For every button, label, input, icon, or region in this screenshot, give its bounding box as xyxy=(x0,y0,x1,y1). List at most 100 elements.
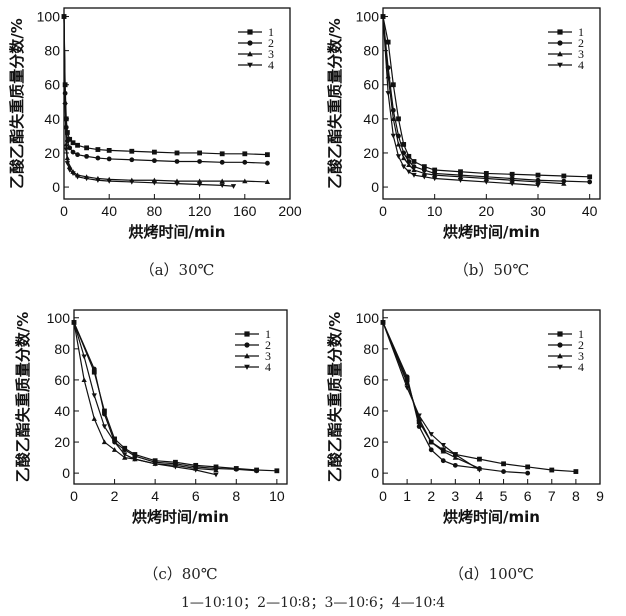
data-point-series-4 xyxy=(83,176,90,182)
data-point-series-1 xyxy=(411,159,417,164)
data-point-series-3 xyxy=(390,116,396,121)
legend-label-3: 3 xyxy=(268,47,274,61)
y-axis-label: 乙酸乙酯失重质量分数/% xyxy=(14,312,32,483)
data-point-series-1 xyxy=(525,464,531,470)
data-point-series-2 xyxy=(75,152,80,158)
y-tick-label: 0 xyxy=(52,179,60,195)
legend-label-2: 2 xyxy=(268,36,274,50)
series-line-4 xyxy=(73,322,217,476)
data-point-series-2 xyxy=(233,466,239,472)
legend-label-3: 3 xyxy=(578,47,584,61)
data-point-series-4 xyxy=(380,320,386,326)
figure-footnote: 1—10∶10；2—10∶8；3—10∶6；4—10∶4 xyxy=(181,595,445,611)
x-axis-label: 烘烤时间/min xyxy=(132,508,229,526)
legend-label-4: 4 xyxy=(265,360,271,374)
data-point-series-3 xyxy=(421,170,427,176)
x-tick-label: 160 xyxy=(233,203,257,219)
data-point-series-4 xyxy=(81,354,87,360)
data-point-series-1 xyxy=(390,82,396,88)
x-tick-label: 80 xyxy=(147,203,163,219)
data-point-series-1 xyxy=(91,369,97,375)
data-point-series-2 xyxy=(265,160,270,166)
data-point-series-2 xyxy=(122,447,128,453)
y-tick-label: 80 xyxy=(54,341,70,357)
data-point-series-1 xyxy=(84,145,89,151)
series-line-4 xyxy=(382,16,539,186)
data-point-series-1 xyxy=(385,39,391,45)
data-point-series-4 xyxy=(70,171,76,177)
data-point-series-1 xyxy=(509,171,515,177)
data-point-series-4 xyxy=(196,182,203,188)
series-line-1 xyxy=(63,16,268,156)
legend-marker-4 xyxy=(557,364,563,370)
data-point-series-2 xyxy=(501,469,506,474)
x-tick-label: 40 xyxy=(101,203,117,219)
y-tick-label: 40 xyxy=(363,403,379,419)
chart-panel-3: 0 20 40 60 80 100 0 2 4 6 8 10 烘烤时间/min 乙酸乙酯失重质量分数/% 1… xyxy=(14,309,288,583)
y-tick-label: 40 xyxy=(363,111,379,127)
y-tick-label: 20 xyxy=(363,434,379,450)
y-tick-label: 20 xyxy=(44,145,60,161)
data-point-series-4 xyxy=(174,181,180,187)
plot-frame xyxy=(73,309,288,485)
data-point-series-3 xyxy=(91,416,97,421)
data-point-series-4 xyxy=(61,14,67,20)
legend-marker-2 xyxy=(244,342,250,348)
panel-caption: （c）80℃ xyxy=(143,565,217,583)
plot-frame xyxy=(382,7,601,200)
y-tick-label: 60 xyxy=(363,372,379,388)
data-point-series-2 xyxy=(219,159,225,165)
x-tick-label: 10 xyxy=(269,488,285,504)
y-tick-label: 60 xyxy=(363,77,379,93)
legend-label-1: 1 xyxy=(265,327,271,341)
data-point-series-1 xyxy=(106,147,112,153)
data-point-series-2 xyxy=(91,366,97,372)
data-point-series-1 xyxy=(396,116,401,122)
legend-marker-4 xyxy=(244,364,250,370)
y-axis-label: 乙酸乙酯失重质量分数/% xyxy=(326,18,344,189)
data-point-series-4 xyxy=(535,183,541,188)
data-point-series-1 xyxy=(197,150,202,156)
x-tick-label: 4 xyxy=(151,488,159,504)
y-tick-label: 100 xyxy=(37,9,61,25)
data-point-series-1 xyxy=(265,152,270,158)
chart-panel-1: 0 20 40 60 80 100 0 40 80 120 160 200 烘烤时间/min 乙酸乙酯失重… xyxy=(8,7,302,279)
data-point-series-1 xyxy=(561,173,567,179)
data-point-series-2 xyxy=(587,179,593,185)
data-point-series-1 xyxy=(477,456,482,462)
data-point-series-4 xyxy=(91,393,97,399)
legend-label-2: 2 xyxy=(578,36,584,50)
data-point-series-3 xyxy=(509,177,515,183)
legend-marker-1 xyxy=(244,331,250,337)
y-tick-label: 60 xyxy=(44,77,60,93)
data-point-series-2 xyxy=(242,159,248,165)
y-tick-label: 20 xyxy=(363,145,379,161)
data-point-series-4 xyxy=(416,413,422,419)
legend-label-4: 4 xyxy=(268,58,274,72)
x-tick-label: 0 xyxy=(60,203,68,219)
data-point-series-2 xyxy=(411,164,417,169)
legend-label-4: 4 xyxy=(578,360,584,374)
data-point-series-1 xyxy=(274,468,280,474)
legend-label-1: 1 xyxy=(268,25,274,39)
data-point-series-4 xyxy=(74,174,81,180)
data-point-series-4 xyxy=(401,164,407,170)
legend-marker-2 xyxy=(557,342,563,348)
data-point-series-4 xyxy=(63,147,69,153)
data-point-series-4 xyxy=(483,179,489,185)
data-point-series-1 xyxy=(483,171,489,176)
data-point-series-3 xyxy=(416,416,422,421)
data-point-series-4 xyxy=(380,14,386,20)
data-point-series-1 xyxy=(75,142,80,148)
data-point-series-2 xyxy=(70,149,76,155)
x-tick-label: 2 xyxy=(427,488,435,504)
legend-marker-3 xyxy=(244,353,250,359)
data-point-series-1 xyxy=(458,169,463,175)
panel-caption: （d）100℃ xyxy=(449,565,534,583)
data-point-series-4 xyxy=(111,439,118,445)
data-point-series-2 xyxy=(416,424,422,429)
data-point-series-1 xyxy=(219,151,225,157)
data-point-series-4 xyxy=(64,161,71,166)
data-point-series-4 xyxy=(95,178,101,183)
panel-caption: （a）30℃ xyxy=(140,261,215,279)
